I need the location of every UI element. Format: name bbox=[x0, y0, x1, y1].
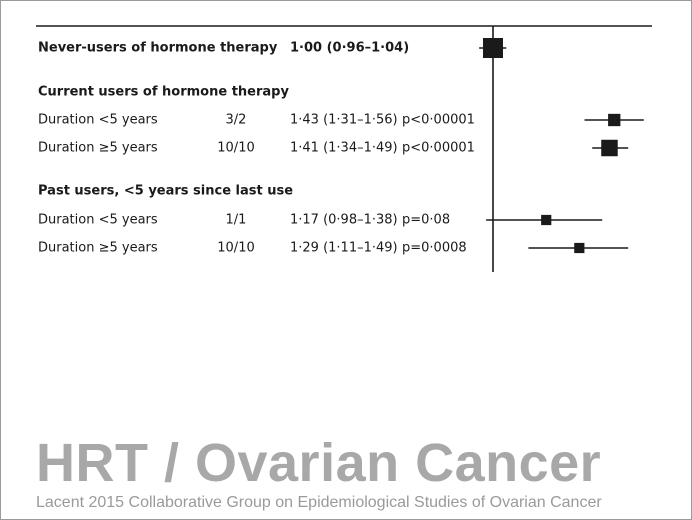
group-header: Past users, <5 years since last use bbox=[38, 184, 293, 199]
rr-ci-label: 1·41 (1·34–1·49) bbox=[290, 141, 398, 156]
source-credit: Lacent 2015 Collaborative Group on Epide… bbox=[36, 494, 602, 511]
studies-count: 1/1 bbox=[226, 213, 247, 228]
studies-count: 10/10 bbox=[217, 141, 254, 156]
row-label: Never-users of hormone therapy bbox=[38, 41, 278, 56]
estimate-marker bbox=[541, 214, 552, 226]
rr-ci-label: 1·43 (1·31–1·56) bbox=[290, 113, 398, 128]
watermark-title: HRT / Ovarian Cancer bbox=[36, 433, 602, 493]
row-label: Duration <5 years bbox=[38, 213, 158, 228]
p-value-label: p<0·00001 bbox=[402, 141, 475, 156]
p-value-label: p=0·0008 bbox=[402, 241, 467, 256]
row-label: Duration ≥5 years bbox=[38, 241, 158, 256]
p-value-label: p=0·08 bbox=[402, 213, 450, 228]
row-label: Duration <5 years bbox=[38, 113, 158, 128]
estimate-marker bbox=[608, 113, 621, 127]
estimate-marker bbox=[574, 242, 585, 254]
estimate-marker bbox=[601, 139, 618, 157]
rr-ci-label: 1·17 (0·98–1·38) bbox=[290, 213, 398, 228]
studies-count: 3/2 bbox=[226, 113, 247, 128]
studies-count: 10/10 bbox=[217, 241, 254, 256]
rr-ci-label: 1·29 (1·11–1·49) bbox=[290, 241, 398, 256]
rr-ci-label: 1·00 (0·96–1·04) bbox=[290, 41, 409, 56]
group-header: Current users of hormone therapy bbox=[38, 85, 289, 100]
estimate-marker bbox=[483, 38, 503, 58]
p-value-label: p<0·00001 bbox=[402, 113, 475, 128]
row-label: Duration ≥5 years bbox=[38, 141, 158, 156]
